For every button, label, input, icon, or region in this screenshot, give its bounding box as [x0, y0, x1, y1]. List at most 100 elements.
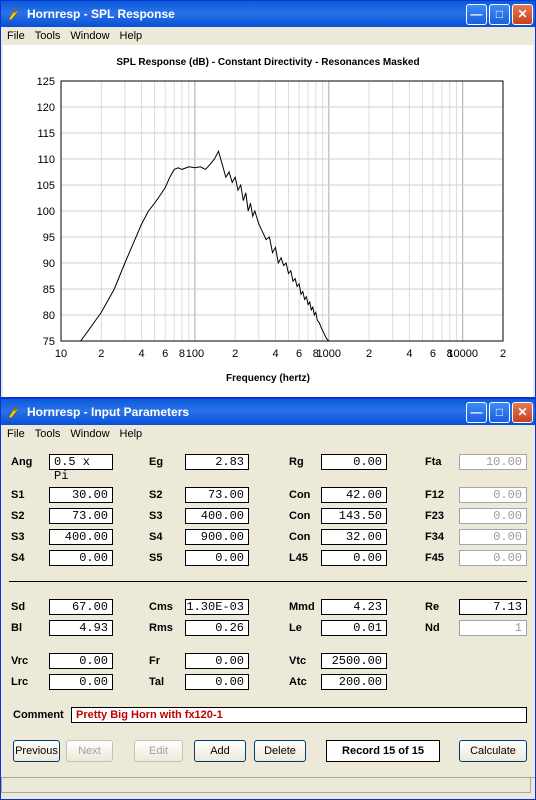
- minimize-button[interactable]: —: [466, 401, 487, 423]
- param-field-s5[interactable]: 0.00: [185, 550, 249, 566]
- param-field-s3[interactable]: 400.00: [185, 508, 249, 524]
- x-tick-label: 6: [296, 348, 302, 360]
- x-tick-label: 4: [139, 348, 145, 360]
- x-tick-label: 2: [98, 348, 104, 360]
- param-label-s3: S3: [149, 510, 163, 522]
- param-field-s4[interactable]: 0.00: [49, 550, 113, 566]
- param-field-atc[interactable]: 200.00: [321, 674, 387, 690]
- y-tick-label: 110: [37, 154, 55, 166]
- param-label-lrc: Lrc: [11, 676, 29, 688]
- delete-button[interactable]: Delete: [254, 740, 306, 762]
- param-label-s5: S5: [149, 552, 163, 564]
- y-tick-label: 85: [43, 284, 55, 296]
- menu-help[interactable]: Help: [119, 30, 143, 42]
- spl-titlebar[interactable]: Hornresp - SPL Response — □ ✕: [1, 1, 535, 27]
- x-tick-label: 100: [186, 348, 204, 360]
- y-tick-label: 120: [37, 102, 55, 114]
- comment-field[interactable]: Pretty Big Horn with fx120-1: [71, 707, 527, 723]
- param-label-rms: Rms: [149, 622, 173, 634]
- param-field-nd[interactable]: 1: [459, 620, 527, 636]
- param-label-cms: Cms: [149, 601, 173, 613]
- param-field-fta[interactable]: 10.00: [459, 454, 527, 470]
- param-field-ang[interactable]: 0.5 x Pi: [49, 454, 113, 483]
- spl-series-line: [80, 149, 330, 342]
- close-button[interactable]: ✕: [512, 401, 533, 423]
- add-button[interactable]: Add: [194, 740, 246, 762]
- param-field-lrc[interactable]: 0.00: [49, 674, 113, 690]
- section-divider: [9, 581, 527, 582]
- param-field-f12[interactable]: 0.00: [459, 487, 527, 503]
- y-tick-label: 90: [43, 258, 55, 270]
- param-field-vtc[interactable]: 2500.00: [321, 653, 387, 669]
- param-label-l45: L45: [289, 552, 308, 564]
- param-field-f45[interactable]: 0.00: [459, 550, 527, 566]
- param-field-s4[interactable]: 900.00: [185, 529, 249, 545]
- y-tick-label: 95: [43, 232, 55, 244]
- x-tick-label: 6: [430, 348, 436, 360]
- edit-button[interactable]: Edit: [134, 740, 183, 762]
- param-field-f34[interactable]: 0.00: [459, 529, 527, 545]
- minimize-button[interactable]: —: [466, 3, 487, 25]
- menu-window[interactable]: Window: [70, 428, 110, 440]
- param-field-l45[interactable]: 0.00: [321, 550, 387, 566]
- chart-area: SPL Response (dB) - Constant Directivity…: [3, 45, 533, 397]
- param-field-con[interactable]: 143.50: [321, 508, 387, 524]
- hornresp-logo-icon: [8, 405, 20, 419]
- param-label-f34: F34: [425, 531, 444, 543]
- param-field-s2[interactable]: 73.00: [49, 508, 113, 524]
- maximize-icon: □: [495, 405, 504, 419]
- menu-tools[interactable]: Tools: [34, 30, 61, 42]
- y-tick-label: 105: [37, 180, 55, 192]
- param-field-vrc[interactable]: 0.00: [49, 653, 113, 669]
- menu-tools[interactable]: Tools: [34, 428, 61, 440]
- calculate-button[interactable]: Calculate: [459, 740, 527, 762]
- param-label-f23: F23: [425, 510, 444, 522]
- param-field-eg[interactable]: 2.83: [185, 454, 249, 470]
- maximize-icon: □: [495, 7, 504, 21]
- param-label-s2: S2: [149, 489, 163, 501]
- param-field-s3[interactable]: 400.00: [49, 529, 113, 545]
- param-label-con: Con: [289, 489, 311, 501]
- param-field-tal[interactable]: 0.00: [185, 674, 249, 690]
- param-label-re: Re: [425, 601, 440, 613]
- menu-file[interactable]: File: [7, 428, 25, 440]
- param-field-con[interactable]: 32.00: [321, 529, 387, 545]
- param-label-vtc: Vtc: [289, 655, 307, 667]
- param-field-s2[interactable]: 73.00: [185, 487, 249, 503]
- close-icon: ✕: [517, 405, 528, 419]
- param-field-rms[interactable]: 0.26: [185, 620, 249, 636]
- status-pane: [1, 778, 531, 793]
- param-field-cms[interactable]: 1.30E-03: [185, 599, 249, 615]
- param-field-re[interactable]: 7.13: [459, 599, 527, 615]
- x-axis-label: Frequency (hertz): [226, 373, 310, 384]
- input-parameters-window: Hornresp - Input Parameters — □ ✕ File T…: [0, 398, 536, 800]
- param-field-le[interactable]: 0.01: [321, 620, 387, 636]
- x-tick-label: 10: [55, 348, 67, 360]
- param-field-f23[interactable]: 0.00: [459, 508, 527, 524]
- param-field-sd[interactable]: 67.00: [49, 599, 113, 615]
- param-field-bl[interactable]: 4.93: [49, 620, 113, 636]
- maximize-button[interactable]: □: [489, 401, 510, 423]
- record-indicator: Record 15 of 15: [326, 740, 440, 762]
- param-label-s4: S4: [149, 531, 163, 543]
- param-label-s3: S3: [11, 531, 25, 543]
- menu-help[interactable]: Help: [119, 428, 143, 440]
- spl-menubar: File Tools Window Help: [1, 27, 535, 45]
- maximize-button[interactable]: □: [489, 3, 510, 25]
- input-titlebar[interactable]: Hornresp - Input Parameters — □ ✕: [1, 399, 535, 425]
- param-field-con[interactable]: 42.00: [321, 487, 387, 503]
- param-field-fr[interactable]: 0.00: [185, 653, 249, 669]
- close-button[interactable]: ✕: [512, 3, 533, 25]
- param-label-le: Le: [289, 622, 302, 634]
- menu-file[interactable]: File: [7, 30, 25, 42]
- previous-button[interactable]: Previous: [13, 740, 60, 762]
- param-field-rg[interactable]: 0.00: [321, 454, 387, 470]
- menu-window[interactable]: Window: [70, 30, 110, 42]
- param-label-atc: Atc: [289, 676, 307, 688]
- param-label-f45: F45: [425, 552, 444, 564]
- hornresp-logo-icon: [8, 7, 20, 21]
- param-field-s1[interactable]: 30.00: [49, 487, 113, 503]
- next-button[interactable]: Next: [66, 740, 113, 762]
- param-field-mmd[interactable]: 4.23: [321, 599, 387, 615]
